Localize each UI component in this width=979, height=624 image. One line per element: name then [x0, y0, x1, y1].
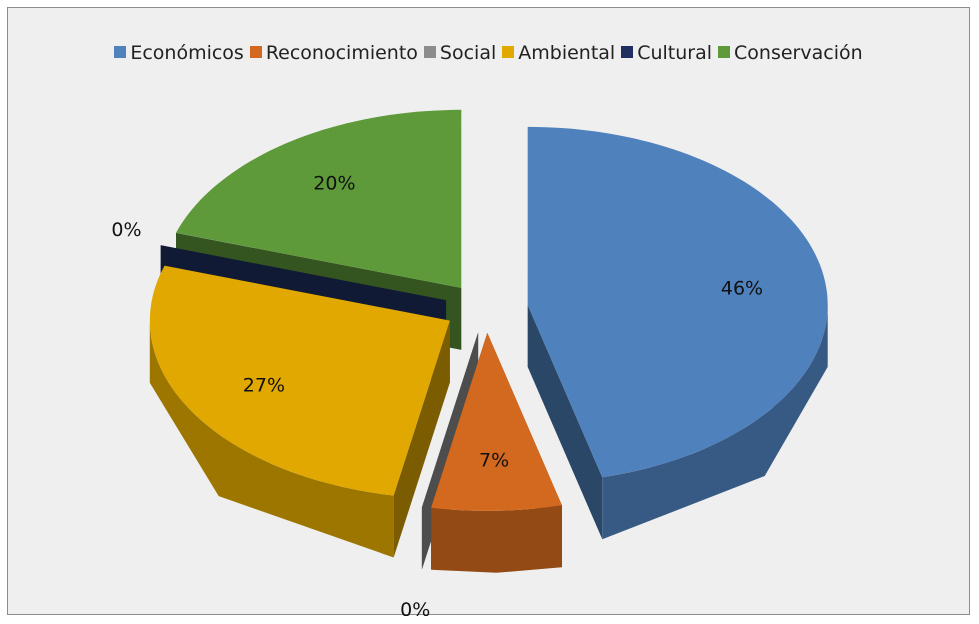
legend: Económicos Reconocimiento Social Ambiental C…	[8, 42, 969, 64]
legend-swatch	[502, 46, 515, 58]
legend-swatch	[621, 46, 634, 58]
legend-label: Económicos	[130, 42, 244, 64]
legend-item: Ambiental	[502, 42, 615, 64]
slice	[149, 265, 450, 496]
slice-side	[527, 304, 603, 540]
data-label: 7%	[479, 450, 509, 472]
legend-item: Social	[423, 42, 497, 64]
legend-item: Conservación	[718, 42, 863, 64]
slice	[527, 126, 828, 478]
legend-label: Ambiental	[518, 42, 616, 64]
legend-item: Reconocimiento	[249, 42, 418, 64]
legend-label: Social	[439, 42, 497, 64]
legend-swatch	[423, 46, 436, 58]
chart: 46% 7% 0% 27% 0% 20%	[111, 109, 828, 616]
legend-item: Económicos	[114, 42, 244, 64]
legend-item: Cultural	[621, 42, 712, 64]
slice-wall	[431, 505, 562, 573]
data-label: 46%	[721, 277, 763, 299]
slice	[431, 332, 562, 511]
data-label: 0%	[400, 599, 430, 616]
legend-swatch	[718, 46, 731, 58]
legend-label: Cultural	[637, 42, 713, 64]
slice	[176, 109, 462, 288]
data-label: 27%	[243, 374, 285, 396]
slice-wall	[602, 304, 828, 540]
legend-label: Reconocimiento	[265, 42, 418, 64]
chart-area: Económicos Reconocimiento Social Ambiental C…	[7, 7, 970, 616]
slice-wall	[149, 320, 394, 558]
legend-swatch	[114, 46, 127, 58]
data-label: 20%	[313, 173, 355, 195]
legend-swatch	[249, 46, 262, 58]
data-label: 0%	[111, 219, 141, 241]
legend-label: Conservación	[734, 42, 863, 64]
